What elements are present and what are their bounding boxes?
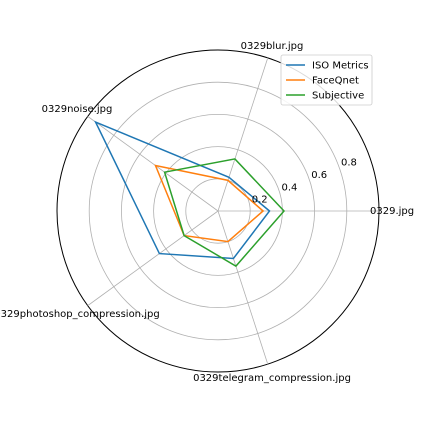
radial-tick-label-3: 0.8: [341, 158, 357, 169]
radial-tick-label-2: 0.6: [311, 170, 327, 181]
radial-tick-label-1: 0.4: [281, 182, 297, 193]
category-label-4: 0329telegram_compression.jpg: [193, 373, 351, 384]
category-label-2: 0329noise.jpg: [42, 104, 113, 115]
series-line-0: [96, 122, 270, 258]
radial-tick-label-0: 0.2: [252, 195, 268, 206]
legend-label-0: ISO Metrics: [312, 61, 369, 72]
radial-tick-labels: 0.2 0.4 0.6 0.8: [252, 158, 357, 206]
category-label-3: 0329photoshop_compression.jpg: [0, 309, 160, 320]
spoke-4: [218, 211, 268, 364]
legend: ISO Metrics FaceQnet Subjective: [281, 55, 372, 105]
spoke-2: [88, 116, 218, 211]
spoke-3: [88, 211, 218, 306]
category-label-1: 0329blur.jpg: [241, 41, 304, 52]
legend-label-1: FaceQnet: [312, 76, 359, 87]
legend-label-2: Subjective: [312, 91, 364, 102]
category-label-0: 0329.jpg: [370, 206, 414, 217]
